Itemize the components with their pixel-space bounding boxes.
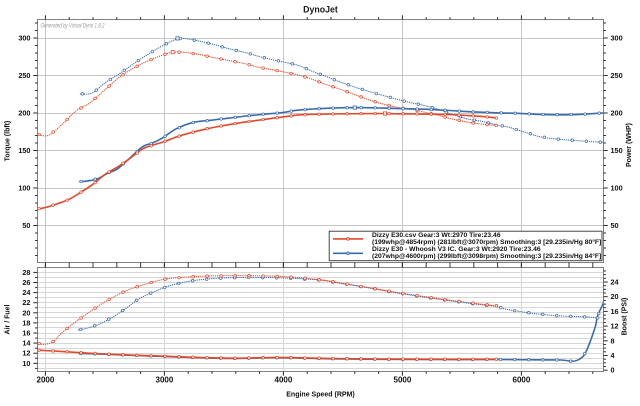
svg-text:200: 200	[611, 109, 623, 118]
svg-text:(207whp@4600rpm) (299lbft@3098: (207whp@4600rpm) (299lbft@3098rpm) Smoot…	[372, 252, 601, 260]
svg-text:16: 16	[22, 329, 30, 338]
svg-text:100: 100	[18, 184, 30, 193]
svg-text:0: 0	[611, 366, 615, 375]
svg-text:50: 50	[611, 221, 619, 230]
svg-text:20: 20	[22, 308, 30, 317]
svg-text:2000: 2000	[37, 376, 55, 385]
svg-text:Torque (lbft): Torque (lbft)	[5, 121, 12, 162]
svg-text:22: 22	[22, 298, 30, 307]
svg-text:5000: 5000	[394, 376, 412, 385]
svg-text:6000: 6000	[513, 376, 531, 385]
svg-text:24: 24	[611, 278, 620, 287]
svg-text:16: 16	[611, 307, 619, 316]
svg-text:200: 200	[18, 109, 30, 118]
svg-text:8: 8	[611, 336, 615, 345]
svg-text:Power (WHP): Power (WHP)	[626, 123, 633, 167]
svg-text:18: 18	[22, 318, 30, 327]
svg-text:(199whp@4854rpm) (281lbft@3070: (199whp@4854rpm) (281lbft@3070rpm) Smoot…	[372, 238, 601, 246]
svg-text:26: 26	[22, 278, 30, 287]
svg-text:300: 300	[611, 34, 623, 43]
svg-text:10: 10	[22, 359, 30, 368]
svg-text:20: 20	[611, 292, 619, 301]
svg-text:12: 12	[22, 349, 30, 358]
svg-text:100: 100	[611, 184, 623, 193]
svg-text:Dizzy E30.csv Gear:3 Wt:2970 T: Dizzy E30.csv Gear:3 Wt:2970 Tire:23.46	[372, 232, 501, 239]
svg-text:150: 150	[18, 146, 30, 155]
svg-text:Air / Fuel: Air / Fuel	[5, 304, 12, 334]
svg-text:3000: 3000	[156, 376, 174, 385]
svg-text:12: 12	[611, 322, 619, 331]
svg-text:50: 50	[22, 221, 30, 230]
svg-text:24: 24	[22, 288, 31, 297]
svg-text:28: 28	[22, 268, 30, 277]
svg-text:4: 4	[611, 351, 616, 360]
svg-text:250: 250	[611, 71, 623, 80]
svg-text:Engine Speed (RPM): Engine Speed (RPM)	[286, 392, 354, 399]
svg-text:4000: 4000	[275, 376, 293, 385]
svg-text:14: 14	[22, 339, 31, 348]
svg-text:Dizzy E30 - Whoosh V3 IC. Gear: Dizzy E30 - Whoosh V3 IC. Gear:3 Wt:2920…	[372, 246, 541, 253]
svg-text:300: 300	[18, 34, 30, 43]
svg-text:DynoJet: DynoJet	[303, 5, 338, 15]
svg-text:150: 150	[611, 146, 623, 155]
svg-text:Generated by Virtual Dyno 1.8.: Generated by Virtual Dyno 1.8.2	[41, 22, 105, 29]
svg-text:250: 250	[18, 71, 30, 80]
svg-text:Boost (PSI): Boost (PSI)	[622, 298, 629, 336]
